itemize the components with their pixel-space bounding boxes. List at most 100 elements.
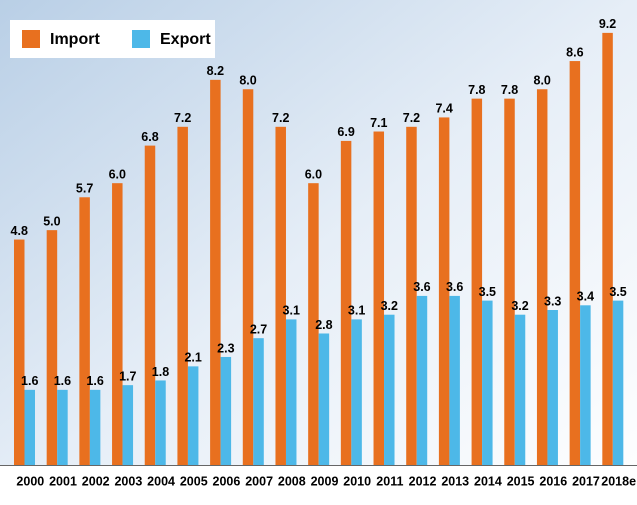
x-tick-label: 2003 — [114, 474, 142, 488]
value-label: 2.1 — [184, 351, 201, 365]
legend-label: Import — [50, 31, 100, 48]
bar — [112, 183, 123, 465]
bar — [220, 356, 232, 465]
bar — [351, 319, 362, 465]
bar — [340, 140, 352, 465]
bar — [514, 314, 526, 465]
x-tick-label: 2006 — [213, 474, 241, 488]
x-tick-label: 2013 — [441, 474, 469, 488]
value-label: 1.8 — [152, 365, 169, 379]
value-label: 3.6 — [446, 280, 463, 294]
value-label: 6.0 — [305, 167, 322, 181]
bar — [46, 230, 58, 465]
bar — [406, 126, 417, 466]
bar — [187, 366, 199, 465]
bar — [373, 131, 385, 466]
bar — [275, 126, 286, 466]
x-tick-label: 2002 — [82, 474, 110, 488]
x-tick-label: 2004 — [147, 474, 175, 488]
value-label: 8.6 — [566, 45, 583, 59]
bar — [242, 89, 254, 465]
bar — [449, 295, 460, 465]
x-tick-label: 2011 — [376, 474, 403, 488]
value-label: 3.3 — [544, 294, 561, 308]
value-label: 3.6 — [413, 280, 430, 294]
bar — [318, 333, 330, 465]
value-label: 1.7 — [119, 369, 136, 383]
value-label: 2.8 — [315, 318, 332, 332]
x-tick-label: 2001 — [49, 474, 77, 488]
bar — [471, 98, 483, 466]
value-label: 5.7 — [76, 182, 93, 196]
value-label: 1.6 — [54, 374, 71, 388]
x-tick-label: 2018e — [601, 474, 636, 488]
value-label: 3.2 — [511, 299, 528, 313]
value-label: 6.9 — [337, 125, 354, 139]
bar — [569, 61, 581, 465]
bar — [14, 239, 25, 465]
value-label: 8.0 — [534, 74, 551, 88]
x-tick-label: 2007 — [245, 474, 273, 488]
value-label: 7.8 — [501, 83, 518, 97]
value-label: 3.4 — [577, 290, 594, 304]
value-label: 7.2 — [174, 111, 191, 125]
bar — [536, 89, 548, 465]
value-label: 1.6 — [21, 374, 38, 388]
legend-swatch — [22, 30, 40, 48]
value-label: 4.8 — [11, 224, 28, 238]
value-label: 1.6 — [86, 374, 103, 388]
value-label: 7.8 — [468, 83, 485, 97]
legend-box — [10, 20, 215, 58]
bar — [580, 305, 591, 465]
bar — [285, 319, 297, 465]
value-label: 7.4 — [435, 102, 452, 116]
value-label: 7.1 — [370, 116, 387, 130]
bar — [482, 300, 493, 465]
bar — [253, 338, 264, 465]
bar — [155, 380, 166, 465]
value-label: 2.7 — [250, 322, 267, 336]
x-tick-label: 2009 — [311, 474, 339, 488]
bar — [384, 314, 395, 465]
bar — [602, 32, 613, 466]
x-tick-label: 2000 — [16, 474, 44, 488]
bar — [57, 389, 68, 465]
bar — [89, 389, 101, 465]
x-tick-label: 2017 — [572, 474, 600, 488]
x-tick-label: 2014 — [474, 474, 502, 488]
x-tick-label: 2005 — [180, 474, 208, 488]
x-tick-label: 2015 — [507, 474, 535, 488]
value-label: 3.1 — [348, 304, 365, 318]
legend-swatch — [132, 30, 150, 48]
x-tick-label: 2012 — [409, 474, 437, 488]
value-label: 7.2 — [403, 111, 420, 125]
value-label: 3.5 — [609, 285, 626, 299]
bar — [177, 126, 188, 466]
bar — [504, 98, 515, 466]
bar — [416, 295, 428, 465]
x-tick-label: 2008 — [278, 474, 306, 488]
bar — [438, 117, 450, 465]
bar — [122, 385, 134, 465]
legend-label: Export — [160, 31, 211, 48]
value-label: 5.0 — [43, 214, 60, 228]
bar — [612, 300, 624, 465]
value-label: 7.2 — [272, 111, 289, 125]
value-label: 3.1 — [283, 304, 300, 318]
bar — [79, 197, 90, 466]
value-label: 9.2 — [599, 17, 616, 31]
x-tick-label: 2016 — [539, 474, 567, 488]
value-label: 3.5 — [479, 285, 496, 299]
bar — [547, 310, 558, 465]
value-label: 3.2 — [381, 299, 398, 313]
value-label: 6.0 — [109, 167, 126, 181]
value-label: 8.2 — [207, 64, 224, 78]
axis-band — [0, 466, 637, 500]
value-label: 2.3 — [217, 341, 234, 355]
x-tick-label: 2010 — [343, 474, 371, 488]
value-label: 8.0 — [239, 74, 256, 88]
bar — [308, 183, 319, 465]
bar — [144, 145, 156, 465]
bar — [24, 389, 35, 465]
